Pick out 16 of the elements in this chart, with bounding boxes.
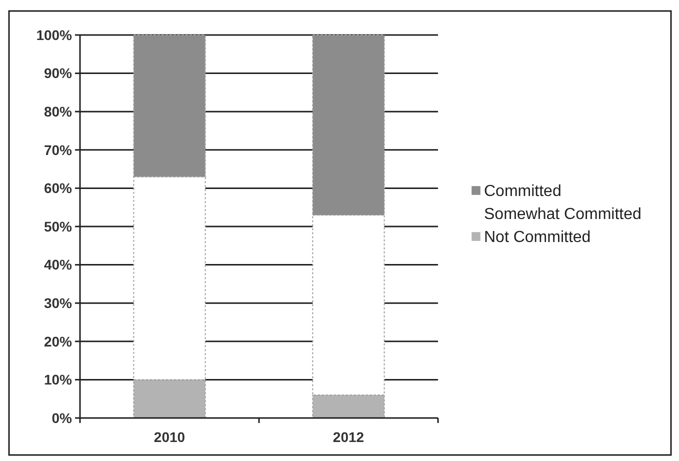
y-tick-label: 40%: [44, 256, 73, 273]
y-tick-label: 90%: [44, 65, 73, 82]
y-tick-label: 60%: [44, 180, 73, 196]
y-tick-label: 20%: [44, 333, 73, 350]
legend-label: Committed: [484, 183, 562, 200]
y-tick-label: 100%: [36, 26, 73, 43]
y-tick-label: 30%: [44, 295, 73, 311]
y-tick-label: 50%: [44, 218, 73, 234]
y-tick-label: 10%: [44, 372, 73, 388]
y-tick-label: 70%: [44, 142, 73, 158]
legend-label: Not Committed: [484, 229, 591, 246]
x-tick-label: 2010: [154, 429, 186, 445]
text: Somewhat Committed: [484, 206, 642, 224]
y-tick-label: 80%: [44, 104, 73, 120]
y-tick-label: 0%: [52, 410, 73, 426]
x-tick-label: 2012: [332, 429, 364, 445]
